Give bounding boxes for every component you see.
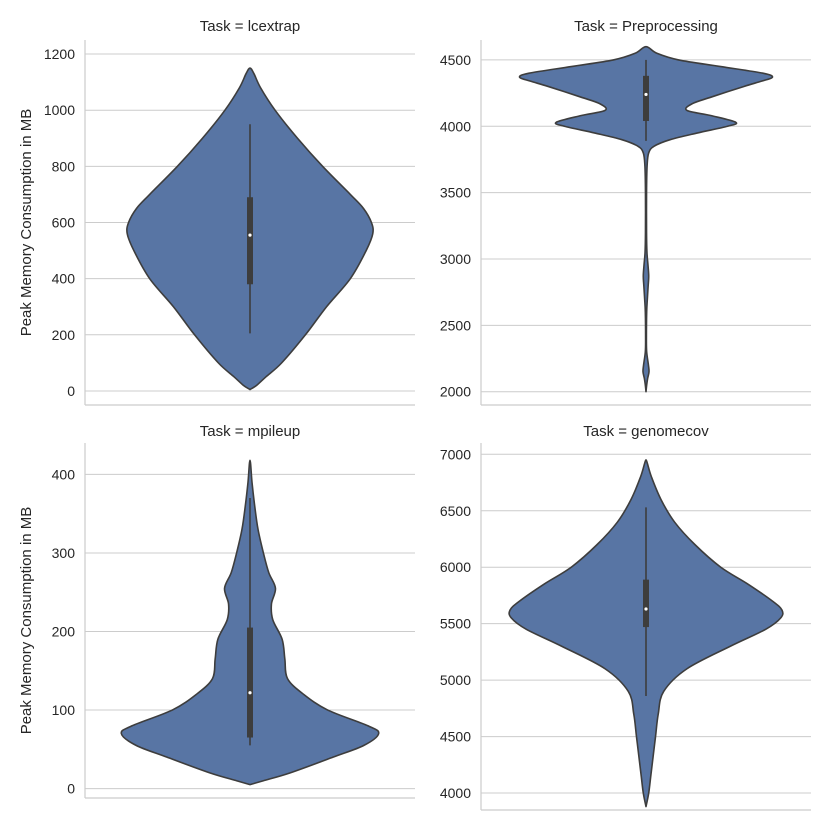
y-tick-label: 300 xyxy=(52,545,76,561)
y-tick-label: 1000 xyxy=(44,102,75,118)
y-tick-label: 200 xyxy=(52,327,76,343)
y-tick-label: 2000 xyxy=(440,384,471,400)
panel-genomecov: Task = genomecov 4000 4500 5000 5500 6000 650… xyxy=(440,423,811,811)
y-tick-label: 5000 xyxy=(440,672,471,688)
panel-mpileup: Task = mpileup Peak Memory Consumption i… xyxy=(18,423,415,799)
y-axis-label: Peak Memory Consumption in MB xyxy=(18,109,35,337)
y-tick-label: 3500 xyxy=(440,185,471,201)
violin-body xyxy=(518,45,774,393)
iqr-box xyxy=(643,579,649,628)
median-point xyxy=(644,92,648,97)
median-point xyxy=(248,691,252,695)
y-tick-label: 6000 xyxy=(440,559,471,575)
panel-title: Task = mpileup xyxy=(200,423,300,440)
y-tick-label: 0 xyxy=(67,781,75,797)
y-tick-label: 400 xyxy=(52,466,76,482)
y-tick-label: 600 xyxy=(52,215,76,231)
y-tick-label: 2500 xyxy=(440,317,471,333)
panel-title: Task = genomecov xyxy=(583,423,709,440)
y-axis-label: Peak Memory Consumption in MB xyxy=(18,507,35,735)
y-tick-label: 4500 xyxy=(440,729,471,745)
y-tick-label: 0 xyxy=(67,383,75,399)
y-tick-label: 7000 xyxy=(440,446,471,462)
y-tick-label: 4000 xyxy=(440,785,471,801)
y-tick-label: 4500 xyxy=(440,52,471,68)
iqr-box xyxy=(643,75,649,121)
iqr-box xyxy=(247,627,253,738)
y-tick-label: 5500 xyxy=(440,616,471,632)
y-tick-label: 800 xyxy=(52,158,76,174)
panel-title: Task = Preprocessing xyxy=(574,18,718,35)
y-tick-label: 400 xyxy=(52,271,76,287)
panel-preprocessing: Task = Preprocessing 2000 2500 3000 3500 400… xyxy=(440,18,811,406)
y-tick-label: 6500 xyxy=(440,503,471,519)
panel-title: Task = lcextrap xyxy=(200,18,300,35)
y-tick-label: 3000 xyxy=(440,251,471,267)
y-tick-label: 200 xyxy=(52,623,76,639)
iqr-box xyxy=(247,197,253,285)
median-point xyxy=(248,233,252,237)
y-tick-label: 1200 xyxy=(44,46,75,62)
panel-lcextrap: Task = lcextrap Peak Memory Consumption … xyxy=(18,18,415,406)
y-tick-label: 100 xyxy=(52,702,76,718)
y-tick-label: 4000 xyxy=(440,118,471,134)
median-point xyxy=(644,607,648,611)
